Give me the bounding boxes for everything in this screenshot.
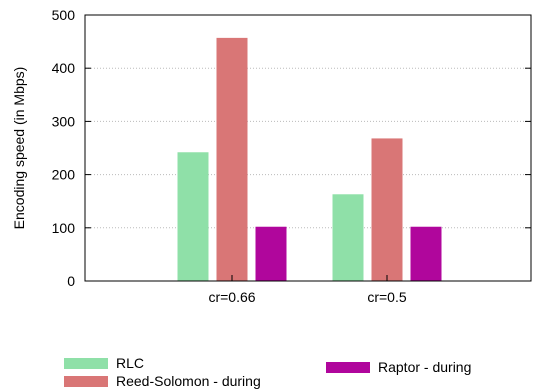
y-tick-label: 400 xyxy=(52,60,76,76)
legend-label-reed-solomon: Reed-Solomon - during xyxy=(116,373,261,389)
y-tick-label: 500 xyxy=(52,7,76,23)
y-tick-labels: 0 100 200 300 400 500 xyxy=(52,7,76,289)
legend-swatch-reed-solomon xyxy=(64,375,108,387)
bar-reed-solomon-during-0 xyxy=(216,37,248,281)
y-tick-label: 300 xyxy=(52,113,76,129)
y-tick-label: 200 xyxy=(52,167,76,183)
bar-raptor-during-1 xyxy=(410,226,442,281)
legend-label-rlc: RLC xyxy=(116,355,145,371)
legend-label-raptor: Raptor - during xyxy=(378,359,472,375)
legend-swatch-raptor xyxy=(326,361,370,373)
bar-reed-solomon-during-1 xyxy=(371,138,403,281)
legend-item-reed-solomon: Reed-Solomon - during xyxy=(64,373,261,389)
x-tick-labels: cr=0.66 cr=0.5 xyxy=(208,289,406,305)
legend-item-rlc: RLC xyxy=(64,355,144,371)
plot-frame xyxy=(84,14,532,282)
bar-rlc-1 xyxy=(332,194,364,281)
x-tick-label: cr=0.5 xyxy=(367,289,407,305)
legend-item-raptor: Raptor - during xyxy=(326,359,471,375)
y-tick-label: 100 xyxy=(52,220,76,236)
y-tick-label: 0 xyxy=(67,273,75,289)
legend-swatch-rlc xyxy=(64,357,108,369)
axes xyxy=(84,14,532,282)
bars xyxy=(177,37,442,281)
y-axis-label: Encoding speed (in Mbps) xyxy=(11,67,27,230)
bar-raptor-during-0 xyxy=(255,226,287,281)
grid-lines xyxy=(85,67,531,229)
x-tick-label: cr=0.66 xyxy=(208,289,255,305)
bar-rlc-0 xyxy=(177,152,209,281)
